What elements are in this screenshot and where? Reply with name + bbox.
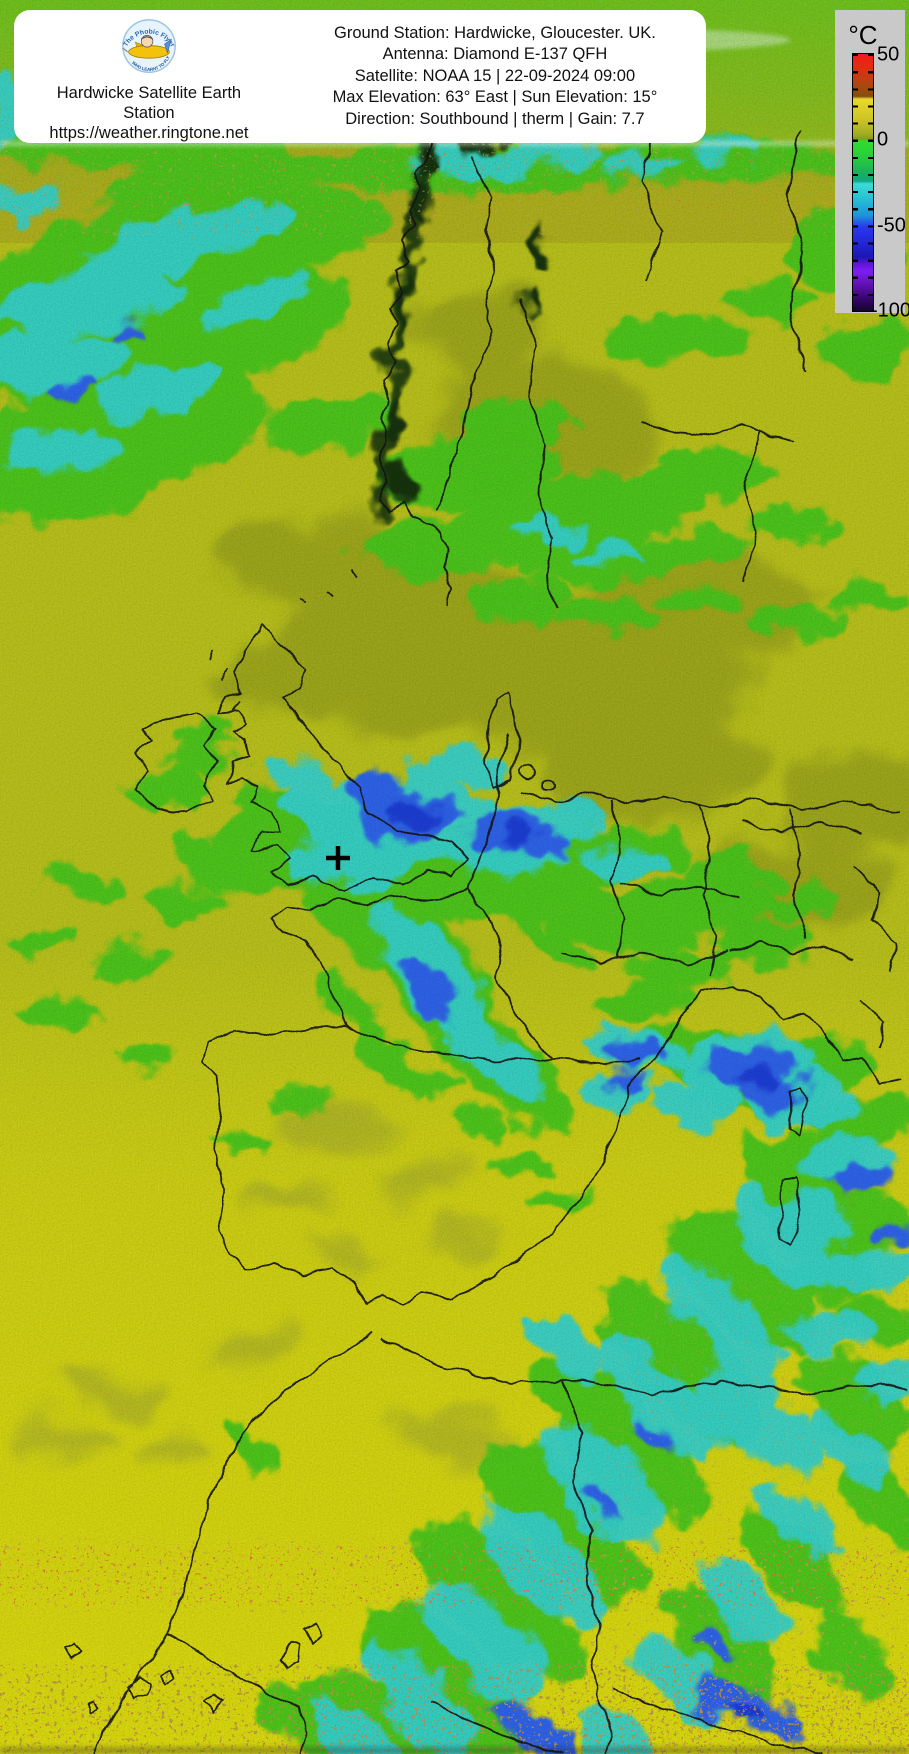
station-logo: The Phobic Flyer WHO LEARNT TO FLY bbox=[122, 19, 176, 73]
station-identity: The Phobic Flyer WHO LEARNT TO FLY Hardw… bbox=[14, 10, 284, 143]
info-elevation: Max Elevation: 63° East | Sun Elevation:… bbox=[332, 88, 658, 107]
colorbar-tick-minus100: -100 bbox=[871, 299, 909, 322]
station-name: Hardwicke Satellite Earth Station bbox=[57, 83, 241, 123]
colorbar-gradient bbox=[852, 53, 874, 312]
logo-plane-icon bbox=[122, 35, 172, 59]
info-direction: Direction: Southbound | therm | Gain: 7.… bbox=[345, 109, 645, 128]
temperature-colorbar: °C 50 0 -50 -100 bbox=[835, 10, 909, 322]
station-info-box: The Phobic Flyer WHO LEARNT TO FLY Hardw… bbox=[14, 10, 706, 143]
info-satellite: Satellite: NOAA 15 | 22-09-2024 09:00 bbox=[354, 66, 636, 85]
colorbar-tick-0: 0 bbox=[877, 128, 889, 151]
station-url: https://weather.ringtone.net bbox=[49, 124, 249, 142]
info-ground-station: Ground Station: Hardwicke, Gloucester. U… bbox=[333, 23, 656, 42]
colorbar-unit-label: °C bbox=[848, 20, 878, 50]
colorbar-tick-50: 50 bbox=[877, 43, 900, 66]
info-antenna: Antenna: Diamond E-137 QFH bbox=[382, 45, 608, 64]
colorbar-tick-minus50: -50 bbox=[877, 214, 906, 237]
capture-info-panel: Ground Station: Hardwicke, Gloucester. U… bbox=[284, 10, 706, 143]
station-name-line1: Hardwicke Satellite Earth bbox=[56, 84, 242, 102]
station-name-line2: Station bbox=[123, 104, 175, 122]
